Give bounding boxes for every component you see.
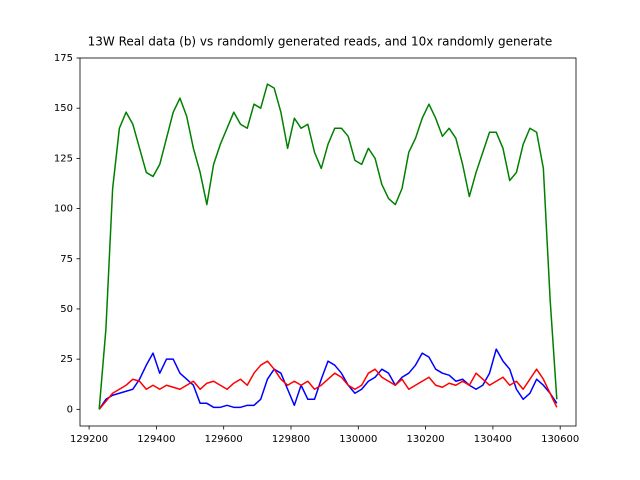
y-tick-label: 100	[54, 204, 73, 215]
y-tick-label: 75	[60, 254, 73, 265]
x-tick-label: 130200	[406, 434, 444, 445]
x-tick-label: 129800	[272, 434, 310, 445]
x-tick-label: 129400	[137, 434, 175, 445]
y-tick-label: 150	[54, 103, 73, 114]
x-tick-label: 130400	[474, 434, 512, 445]
y-tick-label: 175	[54, 53, 73, 64]
y-tick-label: 125	[54, 153, 73, 164]
x-tick-label: 130000	[339, 434, 377, 445]
chart-title: 13W Real data (b) vs randomly generated …	[88, 35, 553, 49]
data-line	[98, 360, 558, 410]
x-tick-label: 129600	[205, 434, 243, 445]
data-line	[98, 348, 558, 410]
x-tick-label: 129200	[70, 434, 108, 445]
x-tick-label: 130600	[541, 434, 579, 445]
y-tick-label: 50	[60, 304, 73, 315]
plot-frame	[79, 57, 577, 427]
y-tick-label: 0	[67, 404, 73, 415]
y-tick-label: 25	[60, 354, 73, 365]
data-line	[98, 83, 558, 410]
